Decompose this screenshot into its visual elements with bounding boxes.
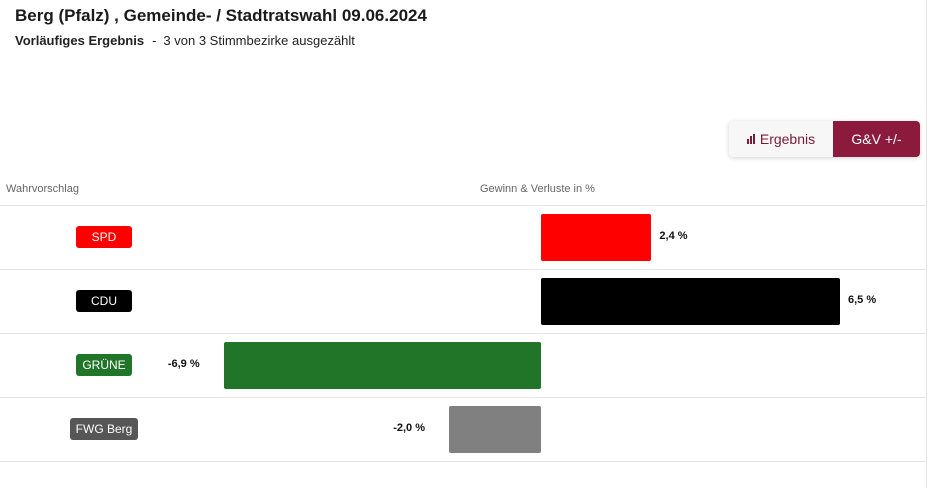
- value-label-fwg-berg: -2,0 %: [393, 422, 425, 434]
- row-divider: [0, 333, 926, 334]
- bar-cdu: [541, 277, 840, 325]
- status-label: Vorläufiges Ergebnis: [15, 33, 145, 48]
- subtitle: Vorläufiges Ergebnis -3 von 3 Stimmbezirk…: [15, 33, 355, 48]
- party-column-header: Wahrvorschlag: [6, 183, 79, 195]
- party-badge-cdu: CDU: [76, 290, 132, 312]
- page-title: Berg (Pfalz) , Gemeinde- / Stadtratswahl…: [15, 6, 427, 25]
- result-button-label: Ergebnis: [759, 131, 816, 147]
- row-divider: [0, 397, 926, 398]
- bar-spd: [541, 213, 652, 261]
- bar-gr-ne: [223, 341, 541, 389]
- value-label-cdu: 6,5 %: [848, 294, 877, 306]
- value-label-spd: 2,4 %: [659, 230, 688, 242]
- gain-loss-column-header: Gewinn & Verluste in %: [480, 183, 595, 195]
- bar-chart-icon: [746, 134, 755, 144]
- status-separator: -: [152, 33, 157, 48]
- status-detail: 3 von 3 Stimmbezirke ausgezählt: [163, 33, 355, 48]
- row-divider: [0, 205, 926, 206]
- value-label-gr-ne: -6,9 %: [167, 358, 200, 370]
- party-badge-fwg-berg: FWG Berg: [70, 418, 138, 440]
- row-divider: [0, 269, 926, 270]
- view-toggle: Ergebnis G&V +/-: [729, 121, 920, 157]
- party-badge-gr-ne: GRÜNE: [76, 354, 132, 376]
- row-divider: [0, 461, 926, 462]
- right-border: [926, 0, 927, 488]
- bar-fwg-berg: [449, 405, 541, 453]
- result-button[interactable]: Ergebnis: [729, 121, 833, 157]
- party-badge-spd: SPD: [76, 226, 132, 248]
- gv-button[interactable]: G&V +/-: [833, 121, 920, 157]
